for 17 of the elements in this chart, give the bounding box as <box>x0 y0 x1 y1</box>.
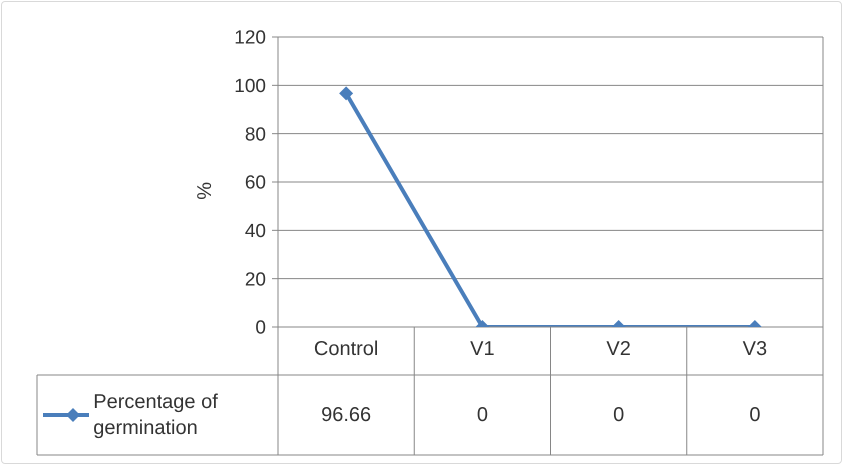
legend-label: Percentage of germination <box>93 390 219 441</box>
y-tick-label: 0 <box>255 318 266 339</box>
x-tick-label: V1 <box>470 338 495 360</box>
y-tick-label: 80 <box>244 124 266 146</box>
x-tick-label: Control <box>314 338 378 360</box>
data-label: 0 <box>748 402 762 428</box>
x-tick-label: V3 <box>742 338 768 360</box>
y-tick-label: 60 <box>244 172 266 194</box>
y-tick-label: 100 <box>234 76 266 98</box>
y-tick-label: 120 <box>234 28 266 49</box>
data-label: 0 <box>612 402 626 428</box>
y-tick-label: 40 <box>244 221 266 242</box>
y-axis-title: % <box>194 182 216 200</box>
data-label: 0 <box>476 402 489 428</box>
y-tick-label: 20 <box>244 269 266 290</box>
x-tick-label: V2 <box>606 338 631 360</box>
data-label: 96.66 <box>320 402 372 428</box>
